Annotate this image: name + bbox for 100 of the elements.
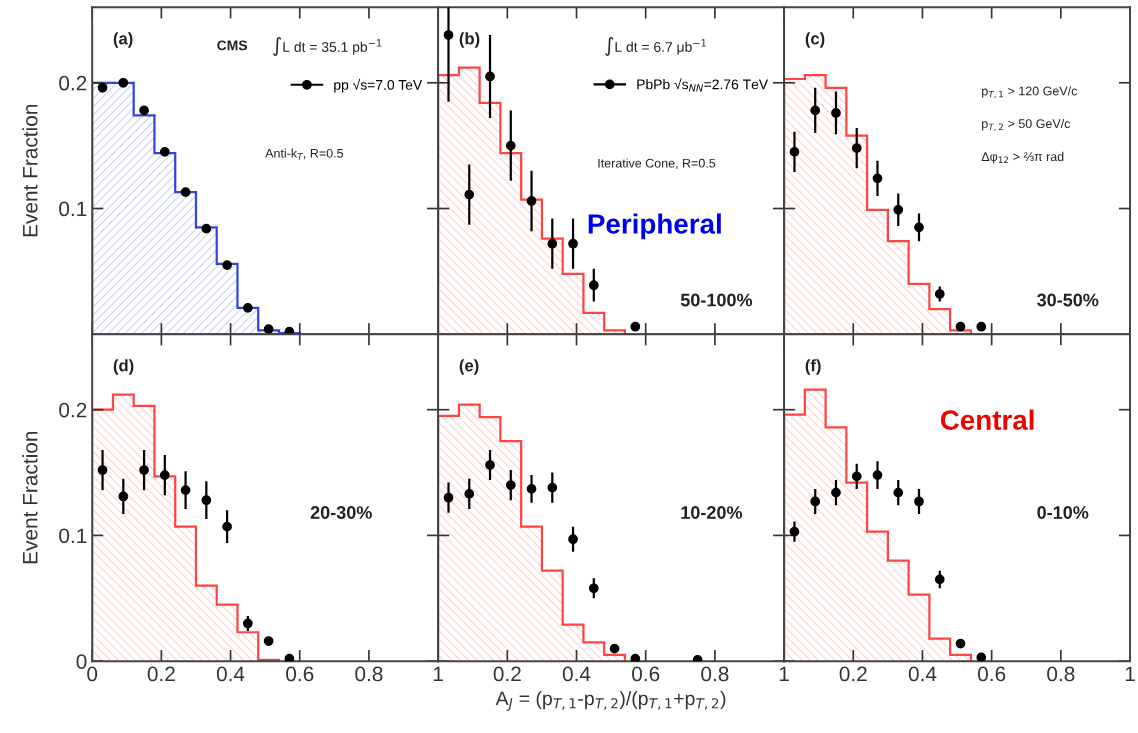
annotation: Central	[940, 409, 1034, 430]
x-tick-label: 0.8	[1047, 666, 1075, 682]
point	[505, 480, 516, 490]
annotation: (f)	[805, 359, 821, 375]
point	[547, 238, 558, 249]
point	[97, 82, 108, 93]
x-tick-label: 1	[1125, 666, 1135, 682]
point	[180, 187, 191, 198]
point	[893, 487, 904, 498]
y-axis-title: Event Fraction	[22, 104, 38, 237]
x-tick-label: 0.6	[286, 666, 314, 682]
x-tick-label: 0.2	[147, 666, 175, 682]
point	[201, 495, 212, 506]
point	[118, 491, 129, 502]
x-tick-label: 0.8	[701, 666, 729, 682]
point	[526, 484, 537, 494]
point	[222, 521, 232, 532]
point	[242, 302, 253, 313]
point	[568, 238, 578, 249]
point	[934, 289, 945, 299]
point	[139, 465, 149, 475]
annotation: 50-100%	[680, 293, 753, 307]
x-tick-label: 0.6	[977, 666, 1006, 682]
point	[588, 280, 599, 291]
point	[526, 196, 537, 206]
point	[118, 77, 129, 88]
point	[955, 321, 966, 332]
annotation: Anti-k$_{T}$, R=0.5	[265, 148, 344, 160]
annotation: 0-10%	[1037, 506, 1089, 519]
point	[180, 485, 191, 496]
point	[568, 534, 578, 545]
point	[201, 223, 212, 234]
y-tick-label: 0.2	[59, 402, 87, 418]
point	[893, 204, 904, 215]
point	[443, 492, 454, 503]
point	[914, 222, 924, 233]
point	[547, 482, 558, 493]
point	[464, 189, 475, 200]
x-tick-label: 0.4	[908, 666, 937, 682]
annotation: (d)	[113, 359, 134, 375]
point	[263, 636, 274, 646]
x-tick-label: 1	[433, 666, 443, 682]
point	[934, 574, 945, 585]
annotation: (e)	[459, 359, 479, 375]
y-tick-label: 0.1	[59, 201, 87, 217]
point	[588, 583, 599, 594]
point	[263, 324, 274, 335]
annotation: (a)	[113, 32, 133, 48]
y-tick-label: 0.1	[59, 528, 87, 544]
annotation: Peripheral	[588, 213, 721, 240]
point	[872, 173, 883, 184]
point	[851, 471, 862, 482]
point	[284, 653, 295, 662]
annotation: (c)	[805, 32, 825, 48]
point	[464, 489, 475, 499]
point	[872, 470, 883, 480]
point	[609, 643, 620, 654]
legend-label: PbPb √s$_{NN}$=2.76 TeV	[637, 78, 769, 92]
x-tick-label: 0.4	[562, 666, 591, 682]
x-tick-label: 0.2	[493, 666, 521, 682]
point	[810, 105, 821, 116]
annotation: p$_{T,2}$ > 50 GeV/c	[982, 118, 1071, 132]
point	[831, 487, 841, 498]
legend-label: pp √s=7.0 TeV	[334, 78, 423, 93]
point	[630, 321, 641, 332]
point	[485, 71, 495, 82]
point	[831, 108, 841, 118]
point	[139, 105, 149, 116]
annotation: (b)	[459, 32, 480, 48]
annotation: Δφ$_{12}$ > ⅔π rad	[981, 151, 1064, 164]
point	[97, 465, 108, 475]
point	[789, 526, 800, 537]
y-tick-label: 0.2	[59, 75, 87, 91]
annotation: 30-50%	[1037, 293, 1099, 307]
point	[976, 652, 987, 662]
point	[976, 321, 987, 332]
y-axis-title: Event Fraction	[22, 431, 38, 564]
x-tick-label: 0.4	[216, 666, 245, 682]
y-tick-label: 0	[76, 654, 87, 669]
x-tick-label: 0.2	[839, 666, 867, 682]
annotation: Iterative Cone, R=0.5	[598, 158, 716, 170]
point	[159, 470, 170, 480]
annotation: 10-20%	[681, 506, 743, 519]
annotation: CMS	[217, 40, 248, 51]
point	[955, 638, 966, 649]
point	[789, 147, 800, 157]
point	[485, 460, 495, 470]
annotation: ∫L dt = 35.1 pb$^{−1}$	[273, 36, 382, 56]
point	[810, 496, 821, 507]
x-tick-label: 0.8	[355, 666, 383, 682]
point	[159, 147, 170, 157]
annotation: ∫L dt = 6.7 μb$^{−1}$	[605, 36, 706, 56]
point	[851, 143, 862, 154]
x-tick-label: 0	[87, 666, 98, 682]
point	[914, 496, 924, 507]
point	[222, 260, 232, 270]
point	[630, 653, 641, 662]
x-tick-label: 1	[779, 666, 789, 682]
point	[443, 30, 454, 40]
annotation: p$_{T,1}$ > 120 GeV/c	[982, 86, 1078, 99]
